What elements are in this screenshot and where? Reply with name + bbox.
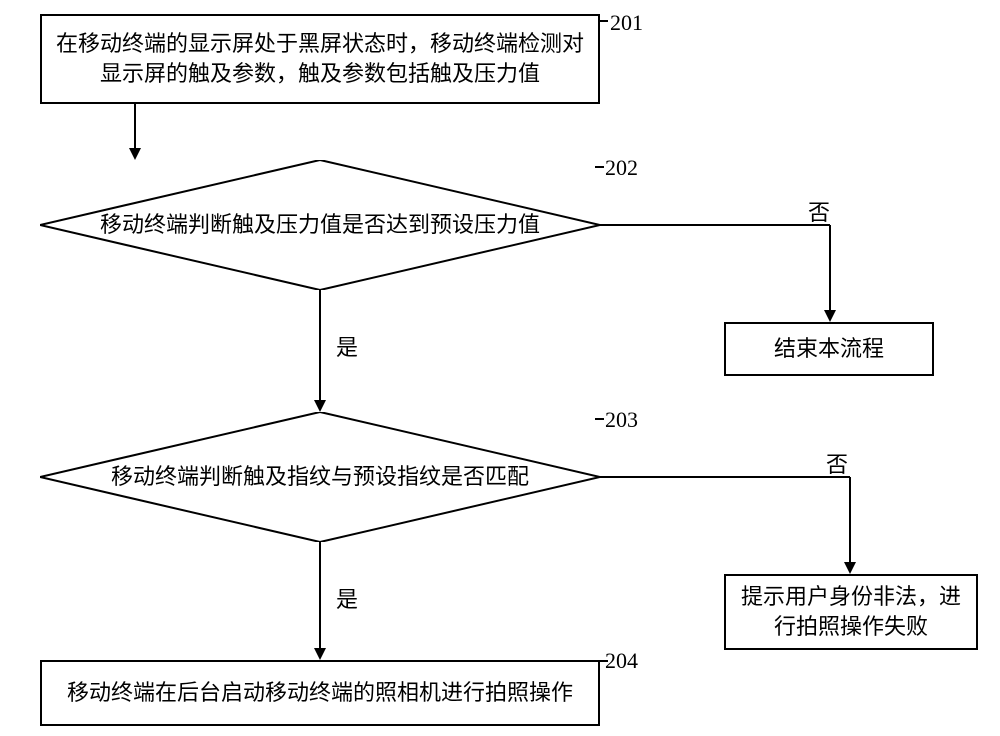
edge-label: 是 <box>336 582 358 614</box>
edge-arrowhead <box>129 148 141 160</box>
step-connector <box>600 660 608 662</box>
step-label-204: 204 <box>605 648 638 674</box>
step-connector <box>600 20 608 22</box>
edge-line <box>319 290 321 402</box>
process-b204: 移动终端在后台启动移动终端的照相机进行拍照操作 <box>40 660 600 726</box>
edge-line <box>849 477 851 564</box>
edge-line <box>829 225 831 312</box>
node-text: 移动终端判断触及指纹与预设指纹是否匹配 <box>111 462 529 492</box>
process-end1: 结束本流程 <box>724 322 934 376</box>
decision-d203: 移动终端判断触及指纹与预设指纹是否匹配 <box>40 412 600 542</box>
edge-line <box>134 104 136 150</box>
step-label-201: 201 <box>610 10 643 36</box>
process-fail: 提示用户身份非法，进行拍照操作失败 <box>724 574 978 650</box>
edge-label: 否 <box>808 195 830 227</box>
flowchart-canvas: 在移动终端的显示屏处于黑屏状态时，移动终端检测对显示屏的触及参数，触及参数包括触… <box>0 0 1000 736</box>
node-text: 移动终端判断触及压力值是否达到预设压力值 <box>100 210 540 240</box>
node-text: 在移动终端的显示屏处于黑屏状态时，移动终端检测对显示屏的触及参数，触及参数包括触… <box>50 29 590 88</box>
node-text: 移动终端在后台启动移动终端的照相机进行拍照操作 <box>67 678 573 708</box>
edge-arrowhead <box>314 648 326 660</box>
edge-line <box>600 476 850 478</box>
step-label-202: 202 <box>605 155 638 181</box>
edge-arrowhead <box>844 562 856 574</box>
edge-label: 是 <box>336 330 358 362</box>
edge-arrowhead <box>314 400 326 412</box>
edge-line <box>600 224 830 226</box>
edge-label: 否 <box>826 447 848 479</box>
process-b201: 在移动终端的显示屏处于黑屏状态时，移动终端检测对显示屏的触及参数，触及参数包括触… <box>40 14 600 104</box>
node-text: 结束本流程 <box>774 334 884 364</box>
edge-line <box>319 542 321 650</box>
step-label-203: 203 <box>605 407 638 433</box>
edge-arrowhead <box>824 310 836 322</box>
step-connector <box>595 418 604 420</box>
decision-d202: 移动终端判断触及压力值是否达到预设压力值 <box>40 160 600 290</box>
node-text: 提示用户身份非法，进行拍照操作失败 <box>734 582 968 641</box>
step-connector <box>595 166 604 168</box>
